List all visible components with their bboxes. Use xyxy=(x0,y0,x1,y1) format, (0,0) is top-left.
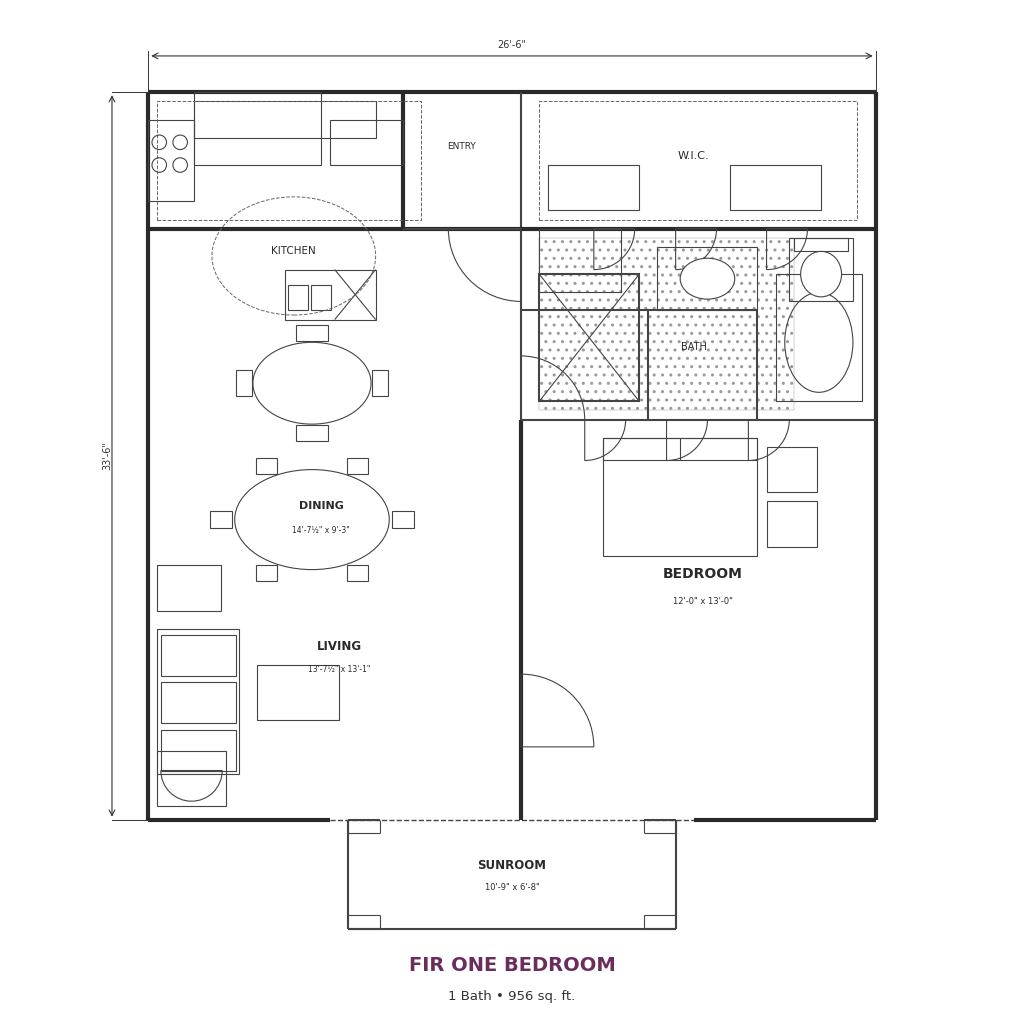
Bar xyxy=(158,629,240,774)
Text: 12'-0" x 13'-0": 12'-0" x 13'-0" xyxy=(673,597,733,605)
Bar xyxy=(767,501,816,547)
Text: W.I.C.: W.I.C. xyxy=(678,151,710,161)
Text: KITCHEN: KITCHEN xyxy=(271,246,316,256)
Bar xyxy=(549,165,639,210)
Bar xyxy=(210,512,232,528)
Text: DINING: DINING xyxy=(299,501,343,510)
Bar xyxy=(603,438,758,556)
Text: 26'-6": 26'-6" xyxy=(498,40,526,50)
Bar xyxy=(194,101,376,138)
Bar xyxy=(540,229,622,292)
Bar xyxy=(540,238,794,410)
Bar xyxy=(767,447,816,492)
Bar xyxy=(158,101,421,220)
Ellipse shape xyxy=(801,251,842,297)
Bar xyxy=(311,285,331,310)
Bar xyxy=(256,457,278,474)
Bar xyxy=(296,425,328,441)
Bar xyxy=(285,270,376,320)
Bar xyxy=(236,371,252,396)
Bar xyxy=(296,325,328,341)
Bar xyxy=(346,565,369,581)
Bar xyxy=(540,274,639,401)
Text: LIVING: LIVING xyxy=(316,640,361,653)
Text: ENTRY: ENTRY xyxy=(447,142,476,151)
Bar xyxy=(346,457,369,474)
Ellipse shape xyxy=(680,258,735,299)
Bar xyxy=(161,730,236,771)
Bar xyxy=(794,238,848,251)
Bar xyxy=(372,371,388,396)
Bar xyxy=(330,119,402,165)
Text: 13'-7½" x 13'-1": 13'-7½" x 13'-1" xyxy=(308,665,371,674)
Bar xyxy=(194,92,322,165)
Bar xyxy=(257,665,339,720)
Bar xyxy=(392,512,414,528)
Text: 33'-6": 33'-6" xyxy=(102,441,113,471)
Bar xyxy=(540,101,857,220)
Text: 1 Bath • 956 sq. ft.: 1 Bath • 956 sq. ft. xyxy=(449,990,575,1004)
Bar xyxy=(790,238,853,301)
Bar xyxy=(158,751,225,806)
Bar xyxy=(161,635,236,676)
Bar xyxy=(603,438,758,460)
Text: 14'-7½" x 9'-3": 14'-7½" x 9'-3" xyxy=(292,526,350,535)
Text: BEDROOM: BEDROOM xyxy=(663,567,742,581)
Bar xyxy=(161,682,236,723)
Bar xyxy=(148,119,194,201)
Text: SUNROOM: SUNROOM xyxy=(477,859,547,872)
Text: FIR ONE BEDROOM: FIR ONE BEDROOM xyxy=(409,956,615,975)
Bar xyxy=(256,565,278,581)
Bar xyxy=(775,274,862,401)
Bar xyxy=(289,285,308,310)
Bar xyxy=(730,165,821,210)
Bar xyxy=(657,247,758,310)
Text: BATH: BATH xyxy=(681,342,707,352)
Bar xyxy=(158,565,221,611)
Text: 10'-9" x 6'-8": 10'-9" x 6'-8" xyxy=(484,883,540,892)
